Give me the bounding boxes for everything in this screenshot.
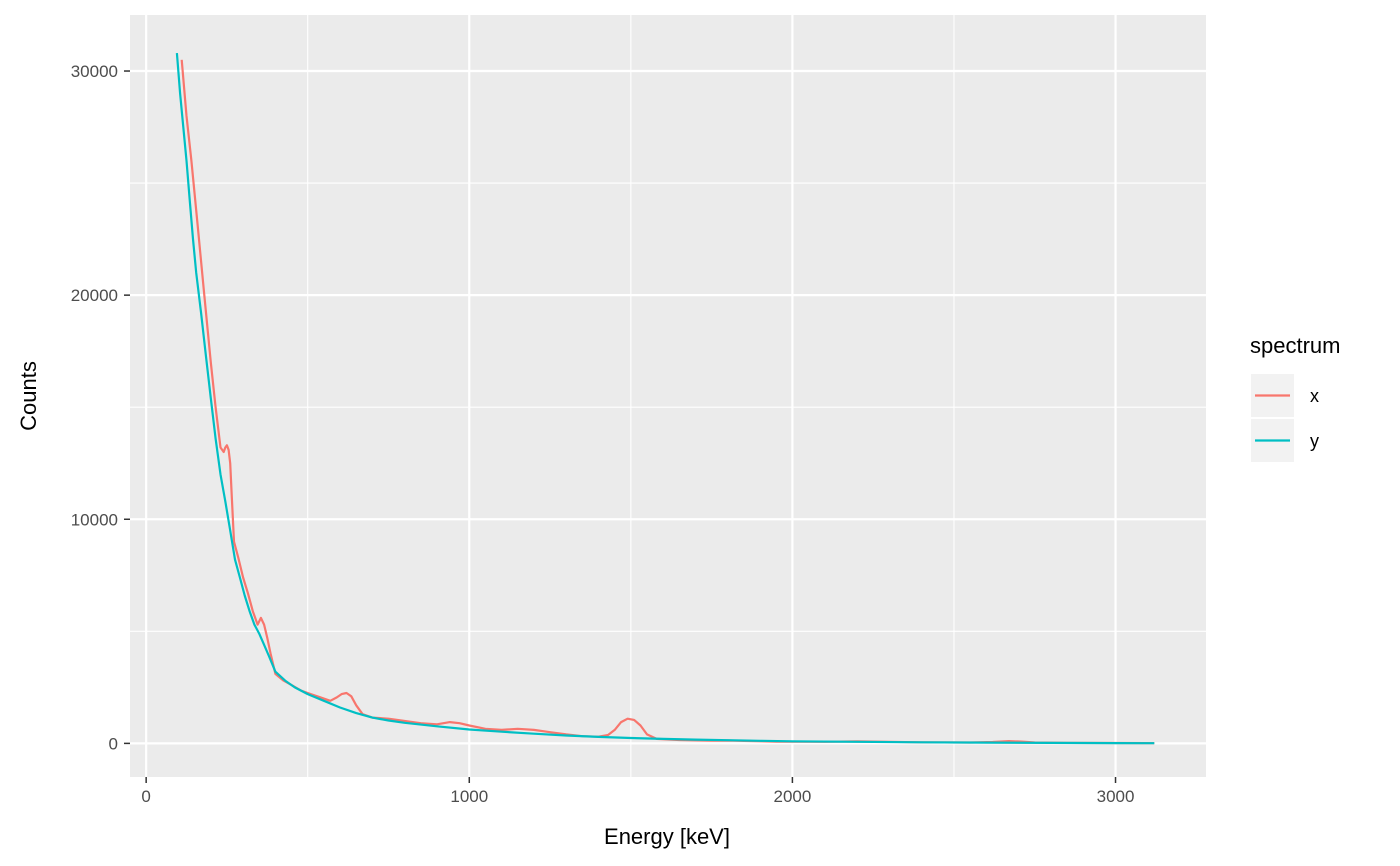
legend-label-x: x <box>1310 386 1319 406</box>
legend-label-y: y <box>1310 431 1319 451</box>
series-line-y <box>175 53 1155 745</box>
grid-major <box>130 15 1206 777</box>
y-axis-title: Counts <box>16 361 41 431</box>
y-tick-label: 20000 <box>71 286 118 305</box>
x-tick-label: 3000 <box>1097 787 1135 806</box>
y-tick-label: 30000 <box>71 62 118 81</box>
legend-title: spectrum <box>1250 333 1340 358</box>
legend: spectrum x y <box>1250 333 1340 462</box>
y-tick-label: 10000 <box>71 510 118 529</box>
x-tick-label: 2000 <box>773 787 811 806</box>
x-tick-label: 1000 <box>450 787 488 806</box>
x-axis-title: Energy [keV] <box>604 824 730 849</box>
series-layer <box>175 53 1155 745</box>
axis-ticks <box>124 70 1117 783</box>
plot-panel <box>130 15 1206 777</box>
x-tick-label: 0 <box>141 787 150 806</box>
grid-minor <box>130 15 1206 777</box>
y-tick-label: 0 <box>109 734 118 753</box>
